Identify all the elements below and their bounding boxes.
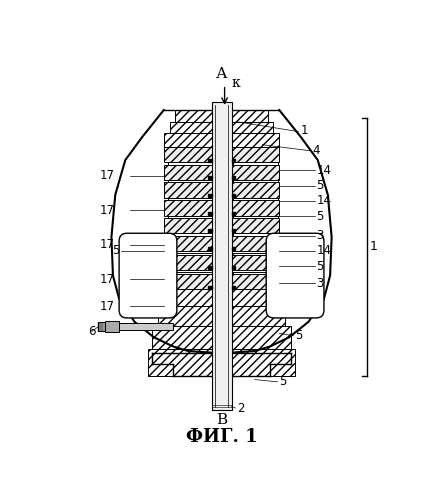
Text: 17: 17: [100, 169, 114, 182]
Bar: [232, 255, 279, 270]
FancyBboxPatch shape: [266, 233, 324, 318]
Bar: [105, 321, 119, 332]
Bar: [152, 326, 222, 349]
Bar: [208, 212, 211, 215]
Bar: [232, 247, 235, 250]
Text: 17: 17: [100, 204, 114, 216]
Text: к: к: [232, 76, 240, 90]
Bar: [232, 266, 235, 270]
Bar: [208, 194, 211, 197]
Bar: [232, 236, 279, 251]
Bar: [232, 194, 235, 197]
Bar: [211, 102, 232, 410]
Bar: [208, 230, 211, 232]
Text: 5: 5: [112, 244, 119, 258]
Bar: [175, 110, 222, 122]
Text: 5: 5: [316, 179, 323, 192]
Bar: [232, 230, 235, 232]
Bar: [168, 162, 222, 164]
Bar: [208, 286, 211, 288]
Text: 14: 14: [316, 164, 331, 176]
Bar: [208, 158, 211, 162]
Text: ФИГ. 1: ФИГ. 1: [186, 428, 257, 446]
Bar: [233, 180, 278, 182]
Bar: [232, 122, 273, 133]
Bar: [232, 274, 279, 289]
Bar: [232, 182, 279, 198]
Text: 3: 3: [316, 229, 323, 242]
Bar: [232, 147, 279, 162]
Bar: [168, 252, 222, 255]
Text: 17: 17: [100, 238, 114, 252]
Bar: [97, 322, 105, 331]
Bar: [232, 306, 285, 326]
Bar: [119, 324, 173, 330]
Bar: [232, 110, 268, 122]
Bar: [164, 274, 222, 289]
Text: 6: 6: [88, 324, 96, 338]
Bar: [232, 286, 235, 288]
Bar: [208, 176, 211, 180]
Bar: [232, 349, 295, 376]
Bar: [232, 326, 291, 349]
Bar: [164, 164, 222, 180]
Bar: [164, 218, 222, 233]
Text: 4: 4: [312, 144, 320, 158]
Bar: [232, 212, 235, 215]
Text: 5: 5: [279, 376, 287, 388]
Bar: [233, 252, 278, 255]
Bar: [168, 180, 222, 182]
Bar: [232, 158, 235, 162]
Bar: [164, 182, 222, 198]
Bar: [164, 200, 222, 216]
Bar: [232, 290, 279, 306]
Bar: [168, 233, 222, 235]
Text: 17: 17: [100, 273, 114, 286]
Bar: [170, 122, 222, 133]
Bar: [168, 272, 222, 274]
Bar: [232, 176, 235, 180]
Bar: [149, 349, 222, 376]
Bar: [208, 247, 211, 250]
Text: 1: 1: [370, 240, 378, 253]
Text: 2: 2: [237, 402, 244, 415]
Text: 5: 5: [295, 329, 302, 342]
Text: 1: 1: [301, 124, 308, 138]
Bar: [233, 233, 278, 235]
Bar: [168, 216, 222, 218]
Text: В: В: [216, 414, 227, 428]
Bar: [233, 272, 278, 274]
Bar: [164, 133, 222, 147]
Text: 14: 14: [316, 194, 331, 207]
Bar: [208, 266, 211, 270]
Bar: [232, 200, 279, 216]
Text: 14: 14: [316, 244, 331, 258]
Text: А: А: [216, 67, 227, 81]
Bar: [164, 236, 222, 251]
Text: 17: 17: [100, 300, 114, 313]
Bar: [164, 147, 222, 162]
Bar: [158, 306, 222, 326]
Text: 3: 3: [316, 277, 323, 290]
Text: 5: 5: [316, 210, 323, 223]
Text: 5: 5: [316, 260, 323, 273]
Bar: [233, 162, 278, 164]
FancyBboxPatch shape: [119, 233, 177, 318]
Bar: [168, 198, 222, 200]
Bar: [164, 255, 222, 270]
Bar: [232, 164, 279, 180]
Bar: [233, 198, 278, 200]
Bar: [233, 216, 278, 218]
Bar: [232, 133, 279, 147]
Bar: [164, 290, 222, 306]
Bar: [232, 218, 279, 233]
